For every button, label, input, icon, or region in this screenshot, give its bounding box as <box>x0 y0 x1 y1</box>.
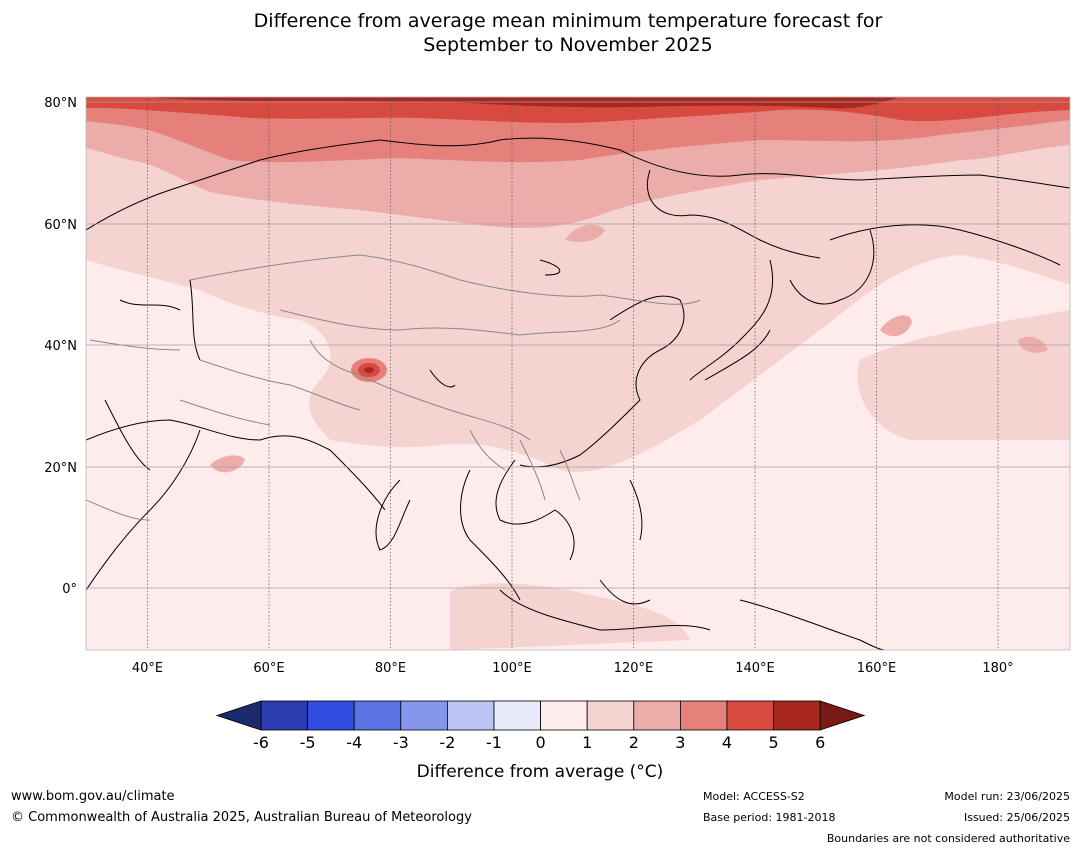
colorbar-segment <box>353 700 402 731</box>
colorbar-tick-label: 1 <box>582 733 592 752</box>
colorbar-label: Difference from average (°C) <box>417 762 664 782</box>
base-period-text: Base period: 1981-2018 <box>703 811 835 824</box>
lat-labels: 80°N 60°N 40°N 20°N 0° <box>44 96 77 597</box>
colorbar-segment <box>540 700 588 731</box>
colorbar-tick-label: -1 <box>486 733 502 752</box>
website-link[interactable]: www.bom.gov.au/climate <box>11 789 175 804</box>
lon-label-140e: 140°E <box>735 661 775 676</box>
colorbar-segment <box>400 700 448 731</box>
colorbar-segment <box>446 700 495 731</box>
colorbar-extend-low <box>215 700 262 731</box>
anomaly-field <box>86 97 1070 650</box>
lat-label-20n: 20°N <box>44 461 77 476</box>
colorbar-segment <box>493 700 541 731</box>
issued-text: Issued: 25/06/2025 <box>964 811 1070 824</box>
colorbar-tick-label: 3 <box>675 733 685 752</box>
lat-label-60n: 60°N <box>44 218 77 233</box>
lon-labels: 40°E 60°E 80°E 100°E 120°E 140°E 160°E 1… <box>132 661 1014 676</box>
colorbar-tick-label: -3 <box>393 733 409 752</box>
lon-label-80e: 80°E <box>375 661 406 676</box>
colorbar-segment <box>680 700 728 731</box>
lon-gridlines <box>147 97 999 650</box>
anomaly-patch-2-3-arabia <box>210 455 245 473</box>
lat-label-80n: 80°N <box>44 96 77 111</box>
lon-label-180: 180° <box>982 661 1013 676</box>
colorbar-segment <box>726 700 774 731</box>
lon-label-60e: 60°E <box>253 661 284 676</box>
anomaly-band-1-2-south <box>450 583 690 650</box>
colorbar-tick-label: 4 <box>722 733 732 752</box>
anomaly-band-1-2-pacific <box>857 310 1070 440</box>
colorbar-segment <box>633 700 681 731</box>
colorbar-tick-label: 0 <box>536 733 546 752</box>
coastlines <box>86 137 1070 650</box>
disclaimer-text: Boundaries are not considered authoritat… <box>827 832 1070 845</box>
lon-label-40e: 40°E <box>132 661 163 676</box>
anomaly-patch-2-3-pacific <box>880 315 912 337</box>
map-frame <box>85 96 1071 651</box>
colorbar <box>215 700 866 731</box>
colorbar-extend-high <box>819 700 866 731</box>
colorbar-segment <box>773 700 821 731</box>
country-borders <box>86 254 701 521</box>
anomaly-hotspot-core <box>364 367 374 373</box>
anomaly-patch-2-3 <box>565 224 605 242</box>
copyright-text: © Commonwealth of Australia 2025, Austra… <box>11 810 472 825</box>
colorbar-tick-label: -5 <box>300 733 316 752</box>
colorbar-tick-label: 2 <box>629 733 639 752</box>
colorbar-tick-label: -6 <box>253 733 269 752</box>
lat-label-0: 0° <box>62 582 77 597</box>
title-line-2: September to November 2025 <box>423 34 713 56</box>
title-line-1: Difference from average mean minimum tem… <box>253 10 883 32</box>
colorbar-segment <box>260 700 308 731</box>
model-text: Model: ACCESS-S2 <box>703 790 805 803</box>
lon-label-120e: 120°E <box>614 661 654 676</box>
colorbar-segment <box>307 700 355 731</box>
chart-title: Difference from average mean minimum tem… <box>0 9 1081 57</box>
colorbar-ticks: -6 -5 -4 -3 -2 -1 0 1 2 3 4 5 6 <box>253 733 825 752</box>
anomaly-band-5-6 <box>150 97 900 109</box>
model-run-text: Model run: 23/06/2025 <box>944 790 1070 803</box>
colorbar-tick-label: -2 <box>439 733 455 752</box>
colorbar-tick-label: 6 <box>815 733 825 752</box>
footer: www.bom.gov.au/climate © Commonwealth of… <box>11 789 1070 845</box>
lon-label-160e: 160°E <box>857 661 897 676</box>
colorbar-tick-label: -4 <box>346 733 362 752</box>
lat-gridlines <box>86 101 1070 589</box>
colorbar-segment <box>586 700 635 731</box>
colorbar-tick-label: 5 <box>769 733 779 752</box>
lat-label-40n: 40°N <box>44 339 77 354</box>
lon-label-100e: 100°E <box>492 661 532 676</box>
